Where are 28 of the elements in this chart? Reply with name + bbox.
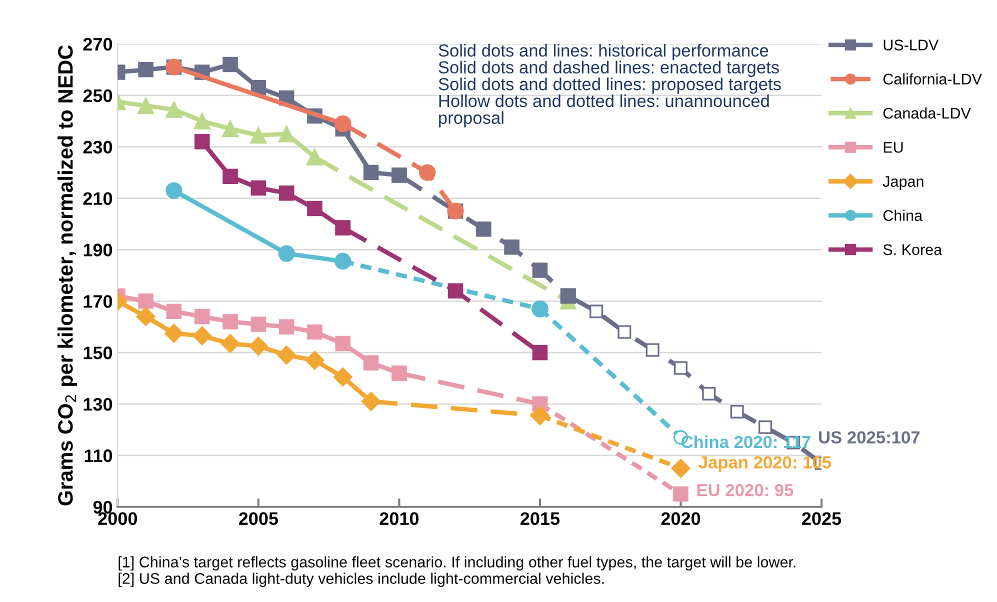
y-tick-label: 110 — [84, 449, 112, 462]
legend-label: EU — [884, 142, 903, 153]
legend-label: China — [883, 210, 923, 221]
y-tick-label: 130 — [84, 398, 112, 411]
x-tick-label: 2015 — [520, 512, 560, 526]
x-tick-label: 2025 — [802, 512, 842, 526]
legend-label: Canada-LDV — [883, 107, 971, 119]
legend-label: US-LDV — [884, 40, 939, 50]
y-tick-label: 90 — [93, 500, 112, 514]
y-tick-label: 250 — [83, 89, 112, 102]
y-tick-label: 150 — [84, 346, 112, 360]
text: [1] China’s target reflects gasoline fleet scenario. If including other fuel types, the target will be lower. [2] US and Canada light-duty vehicles include light-commercial vehicles. — [118, 556, 796, 587]
legend-label: S. Korea — [883, 244, 942, 256]
legend-label: California-LDV — [883, 73, 982, 85]
x-tick-label: 2020 — [661, 512, 700, 526]
legend-label: Japan — [882, 176, 924, 190]
y-tick-label: 230 — [83, 140, 112, 154]
y-tick-label: 170 — [84, 295, 112, 308]
annotation: EU 2020: 95 — [697, 484, 794, 496]
annotation: Solid dots and lines: historical performance Solid dots and dashed lines: enacted targets Solid dots and dotted lines: proposed targets Hollow dots and dotted lines: unannounced proposal — [438, 44, 781, 128]
annotation: US 2025:107 — [819, 431, 920, 444]
x-tick-label: 2000 — [98, 512, 137, 526]
x-tick-label: 2005 — [238, 512, 278, 526]
y-tick-label: 270 — [83, 38, 112, 51]
y-tick-label: 190 — [84, 244, 112, 256]
x-tick-label: 2010 — [380, 512, 419, 526]
y-axis-title: Grams CO$_{2}$ per kilometer, normalized to NEDC — [58, 45, 77, 506]
y-tick-label: 210 — [83, 192, 112, 205]
